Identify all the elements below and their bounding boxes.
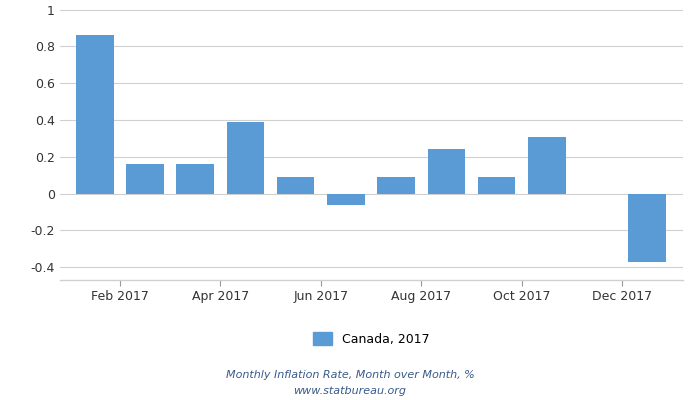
Bar bbox=[629, 194, 666, 262]
Bar bbox=[227, 122, 264, 194]
Text: Monthly Inflation Rate, Month over Month, %: Monthly Inflation Rate, Month over Month… bbox=[225, 370, 475, 380]
Bar bbox=[327, 194, 365, 205]
Bar bbox=[126, 164, 164, 194]
Bar bbox=[76, 36, 113, 194]
Bar bbox=[276, 177, 314, 194]
Bar bbox=[377, 177, 415, 194]
Bar bbox=[428, 150, 466, 194]
Bar bbox=[176, 164, 214, 194]
Bar bbox=[478, 177, 515, 194]
Legend: Canada, 2017: Canada, 2017 bbox=[308, 327, 434, 351]
Bar bbox=[528, 136, 566, 194]
Text: www.statbureau.org: www.statbureau.org bbox=[293, 386, 407, 396]
